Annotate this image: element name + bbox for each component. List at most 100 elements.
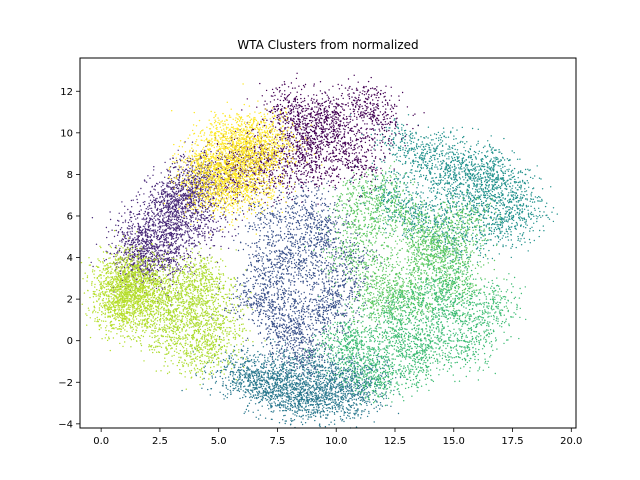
scatter-point xyxy=(289,196,291,199)
scatter-point xyxy=(287,240,289,242)
scatter-point xyxy=(260,295,262,297)
scatter-point xyxy=(269,270,271,272)
scatter-point xyxy=(305,415,307,417)
scatter-series-0 xyxy=(181,334,402,429)
scatter-point xyxy=(318,306,320,308)
scatter-point xyxy=(325,330,328,333)
scatter-point xyxy=(300,400,302,402)
scatter-point xyxy=(325,240,328,242)
scatter-point xyxy=(279,364,281,366)
scatter-point xyxy=(266,390,268,392)
scatter-point xyxy=(293,243,296,246)
scatter-point xyxy=(304,215,307,218)
scatter-point xyxy=(294,414,296,416)
scatter-point xyxy=(287,402,289,404)
scatter-point xyxy=(255,242,258,244)
scatter-point xyxy=(341,204,343,206)
scatter-point xyxy=(449,197,452,200)
scatter-point xyxy=(454,196,457,198)
scatter-point xyxy=(275,326,278,328)
scatter-point xyxy=(315,243,317,245)
scatter-point xyxy=(303,291,305,294)
scatter-point xyxy=(322,414,324,416)
scatter-point xyxy=(240,293,242,295)
scatter-point xyxy=(307,354,309,357)
scatter-point xyxy=(326,417,328,419)
scatter-point xyxy=(343,420,345,423)
scatter-point xyxy=(258,354,261,356)
scatter-point xyxy=(320,322,322,324)
scatter-point xyxy=(289,385,291,387)
scatter-point xyxy=(312,361,314,364)
scatter-point xyxy=(268,325,270,327)
scatter-point xyxy=(287,261,289,263)
scatter-point xyxy=(276,274,278,276)
scatter-point xyxy=(280,396,282,398)
scatter-point xyxy=(365,377,368,380)
scatter-point xyxy=(277,386,280,388)
scatter-point xyxy=(201,387,203,389)
scatter-point xyxy=(313,238,315,240)
scatter-point xyxy=(360,372,362,374)
scatter-point xyxy=(280,280,282,282)
scatter-point xyxy=(310,364,312,366)
scatter-point xyxy=(318,375,320,377)
scatter-point xyxy=(257,315,260,318)
scatter-point xyxy=(272,235,274,237)
scatter-point xyxy=(320,289,322,291)
scatter-point xyxy=(267,309,269,311)
scatter-point xyxy=(335,355,337,357)
scatter-point xyxy=(352,355,355,358)
scatter-point xyxy=(291,262,293,265)
scatter-point xyxy=(272,318,275,320)
scatter-point xyxy=(270,263,273,265)
scatter-point xyxy=(303,238,305,240)
scatter-point xyxy=(270,366,273,369)
scatter-point xyxy=(297,249,299,252)
scatter-point xyxy=(271,212,274,214)
scatter-point xyxy=(284,341,287,343)
scatter-point xyxy=(355,404,357,406)
scatter-point xyxy=(316,283,318,285)
scatter-point xyxy=(291,388,293,391)
scatter-point xyxy=(302,398,304,401)
scatter-point xyxy=(302,402,304,404)
scatter-point xyxy=(301,372,304,374)
scatter-point xyxy=(252,377,255,379)
scatter-point xyxy=(337,390,340,392)
scatter-point xyxy=(275,353,277,355)
scatter-point xyxy=(361,371,364,373)
scatter-point xyxy=(258,227,260,229)
scatter-point xyxy=(379,408,381,410)
scatter-point xyxy=(300,220,302,222)
scatter-point xyxy=(275,374,278,376)
scatter-point xyxy=(315,399,317,401)
scatter-point xyxy=(318,356,320,359)
scatter-point xyxy=(362,390,364,392)
scatter-point xyxy=(379,368,382,370)
scatter-point xyxy=(259,395,261,398)
scatter-point xyxy=(257,306,259,308)
scatter-point xyxy=(289,222,291,224)
scatter-point xyxy=(247,385,249,387)
scatter-point xyxy=(299,298,301,300)
scatter-point xyxy=(247,389,249,391)
scatter-point xyxy=(343,377,346,379)
scatter-point xyxy=(303,398,305,401)
scatter-point xyxy=(277,271,280,274)
scatter-point xyxy=(267,285,269,287)
scatter-point xyxy=(338,284,340,287)
scatter-point xyxy=(320,298,323,301)
scatter-point xyxy=(269,391,271,393)
scatter-point xyxy=(331,364,333,366)
scatter-point xyxy=(259,285,261,287)
scatter-point xyxy=(333,419,336,421)
scatter-point xyxy=(260,208,262,210)
scatter-point xyxy=(242,357,244,359)
scatter-point xyxy=(360,417,362,419)
scatter-point xyxy=(349,397,351,400)
scatter-point xyxy=(277,317,280,319)
scatter-point xyxy=(318,403,321,405)
scatter-point xyxy=(259,332,262,334)
scatter-point xyxy=(343,390,345,393)
